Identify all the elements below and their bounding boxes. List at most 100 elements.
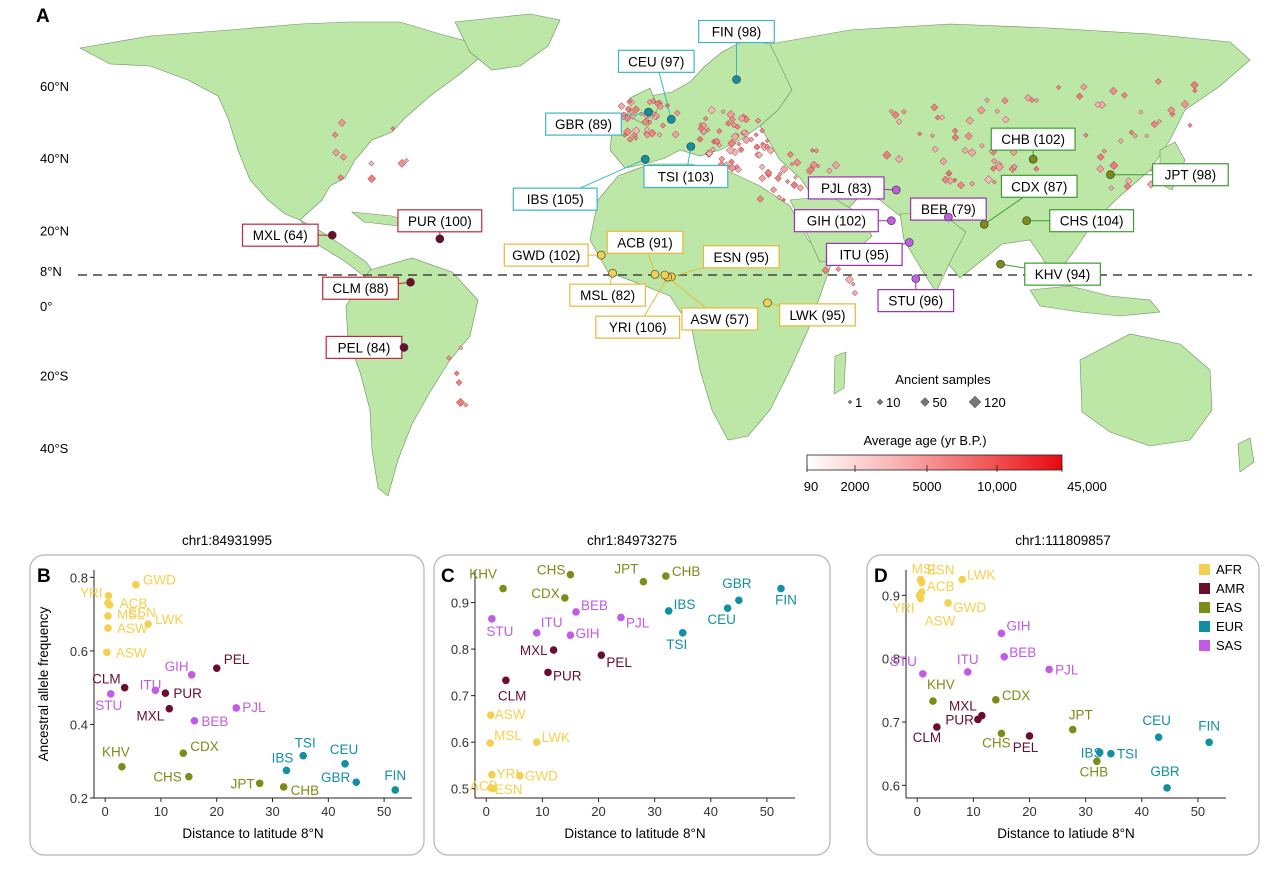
- point-label: TSI: [666, 637, 687, 652]
- ancient-sample-diamond: [831, 160, 841, 170]
- data-point: [532, 738, 541, 746]
- population-label: GBR (89): [555, 117, 612, 132]
- point-label: ASW: [116, 645, 147, 660]
- ancient-sample-diamond: [979, 143, 985, 149]
- population-label-box: [1024, 262, 1101, 286]
- legend-swatch: [1199, 564, 1210, 575]
- data-point: [187, 671, 196, 679]
- data-point: [958, 575, 966, 584]
- latitude-labels: 60°N 40°N 20°N 8°N 0° 20°S 40°S: [40, 79, 69, 456]
- point-label: ITU: [140, 677, 162, 692]
- legend-label: AMR: [1216, 581, 1245, 596]
- data-point: [516, 771, 524, 780]
- ancient-sample-diamond: [984, 97, 990, 104]
- ancient-sample-diamond: [756, 195, 765, 203]
- point-label: MXL: [949, 699, 977, 714]
- y-tick-label: 0.7: [882, 715, 900, 730]
- ancient-sample-diamond: [951, 133, 960, 142]
- point-label: PEL: [1013, 740, 1039, 755]
- point-label: LWK: [155, 612, 183, 627]
- ancient-size-diamond: [847, 399, 853, 405]
- population-dot: [596, 250, 606, 260]
- population-label-box: [807, 176, 885, 200]
- ancient-sample-diamond: [710, 146, 716, 153]
- ancient-sample-diamond: [917, 131, 923, 137]
- panel-frame: [433, 554, 831, 856]
- point-label: MSL: [912, 562, 940, 577]
- population-label: CHS (104): [1060, 214, 1124, 229]
- ancient-sample-diamond: [725, 145, 735, 155]
- point-label: CEU: [330, 742, 359, 757]
- y-tick-label: 0.6: [882, 778, 900, 793]
- legend-label: EAS: [1216, 600, 1242, 615]
- data-point: [486, 739, 494, 747]
- data-point: [279, 783, 288, 791]
- point-label: GBR: [722, 576, 752, 591]
- point-label: ITU: [541, 615, 563, 630]
- point-label: CLM: [92, 672, 121, 687]
- ancient-sample-diamond: [716, 128, 723, 135]
- ancient-sample-diamond: [764, 168, 773, 177]
- point-label: GWD: [525, 769, 558, 784]
- population-dot: [327, 230, 337, 240]
- y-tick-label: 0.4: [70, 717, 88, 732]
- ancient-sample-diamond: [617, 102, 626, 111]
- ancient-sample-diamond: [641, 118, 649, 126]
- ancient-sample-diamond: [1138, 109, 1144, 115]
- ancient-sample-diamond: [1096, 164, 1105, 173]
- data-point: [617, 613, 625, 622]
- land-southeast-asia-islands: [1029, 285, 1161, 317]
- data-point: [120, 683, 129, 692]
- population-dot: [1022, 216, 1031, 225]
- ancient-sample-diamond: [990, 157, 998, 165]
- data-point: [992, 696, 1000, 704]
- ancient-sample-diamond: [957, 181, 965, 190]
- panel-title: chr1:84973275: [587, 533, 677, 548]
- ancient-sample-diamond: [777, 171, 783, 177]
- ancient-sample-diamond: [939, 157, 948, 166]
- ancient-sample-diamond: [1121, 91, 1128, 99]
- data-point: [391, 786, 400, 794]
- data-point: [1107, 749, 1115, 758]
- point-label: ACB: [927, 579, 955, 594]
- point-label: PJL: [1055, 662, 1079, 677]
- ancient-sample-diamond: [845, 275, 854, 285]
- ancient-sample-diamond: [397, 158, 407, 168]
- data-point: [963, 668, 972, 676]
- population-dot: [1028, 154, 1038, 164]
- ancient-sample-diamond: [939, 114, 946, 121]
- land-greenland: [454, 13, 561, 71]
- population-dot: [732, 75, 741, 84]
- legend-label: EUR: [1216, 619, 1243, 634]
- data-point: [1000, 652, 1009, 661]
- point-label: CDX: [1002, 688, 1031, 703]
- ancient-sample-diamond: [730, 132, 740, 141]
- x-tick-label: 50: [377, 804, 391, 819]
- ancient-sample-diamond: [1192, 88, 1198, 94]
- population-label: CDX (87): [1011, 179, 1067, 194]
- ancient-sample-diamond: [703, 115, 709, 122]
- data-point: [662, 572, 670, 580]
- population-label-box: [512, 187, 598, 211]
- point-label: JPT: [231, 776, 255, 791]
- point-label: PJL: [242, 700, 266, 715]
- population-label-box: [545, 112, 622, 136]
- population-dot: [911, 274, 921, 283]
- point-label: KHV: [102, 745, 130, 760]
- population-label-box: [1152, 163, 1229, 187]
- ancient-sample-diamond: [455, 378, 463, 386]
- point-label: MXL: [520, 643, 548, 658]
- data-point: [104, 612, 112, 620]
- point-label: PEL: [606, 655, 632, 670]
- ancient-sample-diamond: [753, 132, 759, 138]
- population-label-box: [241, 223, 319, 247]
- panel-title: chr1:84931995: [182, 533, 272, 548]
- ancient-sample-diamond: [673, 109, 681, 117]
- ancient-sample-diamond: [332, 148, 340, 157]
- data-point: [341, 760, 349, 768]
- point-label: ACB: [120, 596, 148, 611]
- population-label-box: [990, 127, 1076, 151]
- y-tick-label: 0.8: [882, 652, 900, 667]
- ancient-sample-diamond: [793, 175, 798, 180]
- point-label: MSL: [494, 728, 522, 743]
